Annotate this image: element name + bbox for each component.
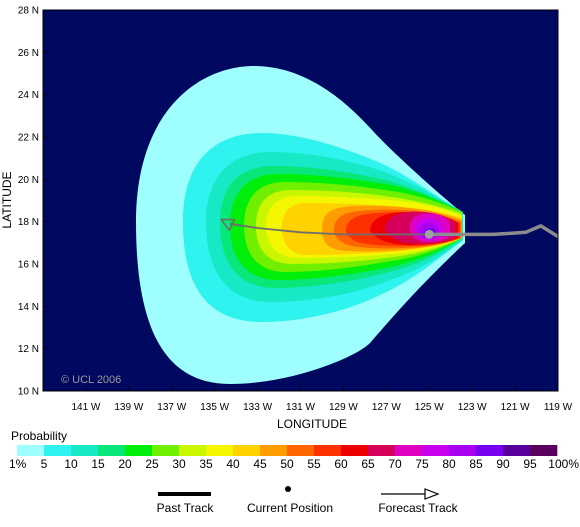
probability-scale-label: 15 — [91, 457, 105, 471]
y-axis-title: LATITUDE — [0, 171, 14, 228]
probability-scale-label: 25 — [145, 457, 159, 471]
probability-scale-label: 1% — [9, 457, 27, 471]
lat-tick-label: 16 N — [18, 260, 39, 271]
probability-scale-labels: 1% 5 10 15 20 25 30 35 40 45 50 55 60 65 70 75 80 85 90 95 1… — [9, 457, 579, 471]
lon-tick-label: 141 W — [71, 402, 100, 413]
probability-scale-label: 85 — [469, 457, 483, 471]
probability-scale-label: 5 — [41, 457, 48, 471]
legend-title: Probability — [11, 429, 67, 443]
lat-tick-label: 24 N — [18, 90, 39, 101]
lat-tick-label: 22 N — [18, 133, 39, 144]
probability-swatch — [314, 445, 342, 456]
probability-scale-label: 35 — [199, 457, 213, 471]
probability-scale-label: 100% — [548, 457, 579, 471]
probability-scale-label: 30 — [172, 457, 186, 471]
probability-swatch — [449, 445, 477, 456]
probability-swatch — [17, 445, 45, 456]
lat-tick-label: 28 N — [18, 6, 39, 17]
forecast-track-key-arrow — [424, 488, 440, 500]
probability-scale-label: 50 — [280, 457, 294, 471]
lon-tick-label: 139 W — [114, 402, 143, 413]
probability-swatch — [206, 445, 234, 456]
lon-tick-label: 133 W — [243, 402, 272, 413]
past-track-line — [427, 224, 558, 239]
probability-swatch — [422, 445, 450, 456]
probability-swatch — [152, 445, 180, 456]
lon-tick-label: 123 W — [458, 402, 487, 413]
probability-swatch — [395, 445, 423, 456]
probability-swatch — [476, 445, 504, 456]
probability-scale-label: 65 — [361, 457, 375, 471]
probability-scale-label: 40 — [226, 457, 240, 471]
probability-scale-label: 80 — [442, 457, 456, 471]
probability-swatch — [179, 445, 207, 456]
latitude-ticks: 10 N 12 N 14 N 16 N 18 N 20 N 22 N 24 N 26 N 28 N — [18, 6, 47, 398]
x-axis-title: LONGITUDE — [277, 417, 347, 431]
probability-scale-label: 90 — [496, 457, 510, 471]
lon-tick-label: 119 W — [544, 402, 573, 413]
probability-swatch — [530, 445, 558, 456]
lat-tick-label: 14 N — [18, 302, 39, 313]
current-position-key-dot — [285, 486, 291, 492]
lat-tick-label: 20 N — [18, 175, 39, 186]
probability-scale-label: 10 — [64, 457, 78, 471]
lat-tick-label: 18 N — [18, 217, 39, 228]
copyright-text: © UCL 2006 — [61, 374, 121, 386]
lat-tick-label: 12 N — [18, 344, 39, 355]
storm-tracks — [220, 218, 558, 239]
lon-tick-label: 127 W — [372, 402, 401, 413]
lat-tick-label: 26 N — [18, 48, 39, 59]
lon-tick-label: 135 W — [200, 402, 229, 413]
lon-tick-label: 121 W — [501, 402, 530, 413]
probability-swatch — [368, 445, 396, 456]
current-position-marker — [424, 229, 434, 239]
lon-tick-label: 137 W — [157, 402, 186, 413]
probability-swatch — [125, 445, 153, 456]
probability-scale-label: 60 — [334, 457, 348, 471]
probability-swatch — [233, 445, 261, 456]
probability-scale-label: 95 — [523, 457, 537, 471]
probability-swatch — [260, 445, 288, 456]
probability-scale-label: 70 — [388, 457, 402, 471]
probability-swatch — [71, 445, 99, 456]
longitude-ticks: 141 W 139 W 137 W 135 W 133 W 131 W 129 W 127 W… — [71, 387, 573, 413]
probability-scale-label: 20 — [118, 457, 132, 471]
probability-scale-label: 45 — [253, 457, 267, 471]
forecast-track-key-label: Forecast Track — [378, 501, 458, 515]
lon-tick-label: 125 W — [415, 402, 444, 413]
probability-swatch — [98, 445, 126, 456]
lon-tick-label: 129 W — [329, 402, 358, 413]
probability-swatch — [44, 445, 72, 456]
probability-swatch — [341, 445, 369, 456]
forecast-arrow-head — [220, 218, 236, 231]
past-track-key-label: Past Track — [157, 501, 215, 515]
lon-tick-label: 131 W — [286, 402, 315, 413]
lat-tick-label: 10 N — [18, 387, 39, 398]
probability-scale-label: 55 — [307, 457, 321, 471]
probability-swatch — [503, 445, 531, 456]
forecast-track-line — [229, 222, 430, 236]
probability-scale-label: 75 — [415, 457, 429, 471]
probability-swatch — [287, 445, 315, 456]
current-position-key-label: Current Position — [247, 501, 333, 515]
probability-color-scale — [17, 445, 558, 456]
